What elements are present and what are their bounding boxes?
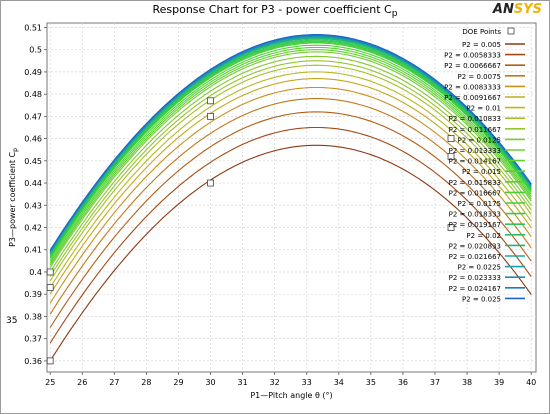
x-tick-label: 38 bbox=[462, 378, 472, 387]
y-axis-label: P3—power coefficient Cp bbox=[8, 148, 19, 247]
x-tick-label: 27 bbox=[109, 378, 119, 387]
y-tick-label: 0.45 bbox=[24, 157, 42, 166]
series-line bbox=[49, 126, 532, 344]
legend-label: P2 = 0.015 bbox=[462, 168, 501, 176]
x-tick-label: 28 bbox=[141, 378, 151, 387]
side-number-label: 35 bbox=[6, 316, 18, 326]
legend-label: P2 = 0.014167 bbox=[449, 158, 501, 166]
legend-label: P2 = 0.018333 bbox=[449, 211, 501, 219]
legend-label: P2 = 0.01 bbox=[466, 105, 501, 113]
y-tick-label: 0.49 bbox=[24, 68, 42, 77]
series-line bbox=[49, 42, 532, 259]
doe-points bbox=[46, 97, 455, 365]
x-tick-label: 31 bbox=[238, 378, 248, 387]
y-tick-label: 0.42 bbox=[24, 224, 42, 233]
y-tick-label: 0.41 bbox=[24, 246, 42, 255]
doe-point bbox=[46, 357, 54, 365]
x-tick-label: 26 bbox=[77, 378, 87, 387]
y-tick-label: 0.51 bbox=[24, 23, 42, 32]
legend-label: P2 = 0.0175 bbox=[458, 200, 501, 208]
y-tick-label: 0.37 bbox=[24, 335, 42, 344]
series-line bbox=[49, 111, 532, 328]
x-tick-label: 37 bbox=[430, 378, 440, 387]
legend-label: P2 = 0.023333 bbox=[449, 274, 501, 282]
series-line bbox=[49, 44, 532, 262]
series-line bbox=[49, 46, 532, 264]
y-tick-label: 0.48 bbox=[24, 90, 42, 99]
y-tick-label: 0.39 bbox=[24, 290, 42, 299]
grid bbox=[46, 22, 537, 373]
x-tick-label: 30 bbox=[205, 378, 215, 387]
legend-label: P2 = 0.013333 bbox=[449, 147, 501, 155]
doe-point bbox=[207, 97, 214, 105]
series-line bbox=[49, 39, 532, 256]
legend-label: P2 = 0.005 bbox=[462, 41, 501, 49]
y-tick-label: 0.47 bbox=[24, 112, 42, 121]
legend-label: P2 = 0.024167 bbox=[449, 285, 501, 293]
y-tick-label: 0.36 bbox=[24, 357, 42, 366]
legend-label: P2 = 0.0058333 bbox=[444, 52, 501, 60]
legend-label: P2 = 0.010833 bbox=[449, 115, 501, 123]
legend-label: P2 = 0.015833 bbox=[449, 179, 501, 187]
series-line bbox=[49, 86, 532, 304]
axes: 25 26 27 28 29 30 31 32 33 34 35 36 37 38 39 40 0.36 0.37… bbox=[8, 23, 536, 400]
y-axis-label-subscript: p bbox=[12, 148, 19, 152]
y-tick-label: 0.5 bbox=[29, 46, 42, 55]
y-tick-label: 0.4 bbox=[29, 268, 42, 277]
doe-point bbox=[46, 284, 54, 291]
series-line bbox=[49, 55, 532, 273]
doe-point bbox=[207, 112, 214, 120]
y-tick-label: 0.46 bbox=[24, 135, 42, 144]
x-tick-label: 25 bbox=[45, 378, 55, 387]
chart-title: Response Chart for P3 - power coefficien… bbox=[152, 3, 398, 20]
chart-title-subscript: p bbox=[391, 8, 398, 20]
legend: DOE Points P2 = 0.005 P2 = 0.0058333 P2 = 0… bbox=[444, 27, 525, 303]
doe-point bbox=[46, 268, 54, 276]
legend-doe-marker bbox=[507, 27, 515, 35]
x-tick-label: 39 bbox=[494, 378, 504, 387]
legend-label: P2 = 0.011667 bbox=[449, 126, 501, 134]
series-line bbox=[49, 40, 532, 257]
x-tick-label: 32 bbox=[270, 378, 280, 387]
legend-label: P2 = 0.016667 bbox=[449, 189, 501, 197]
doe-point bbox=[447, 135, 455, 142]
plot-area bbox=[46, 22, 537, 373]
x-tick-label: 33 bbox=[302, 378, 312, 387]
x-tick-label: 40 bbox=[526, 378, 536, 387]
x-tick-label: 34 bbox=[334, 378, 344, 387]
doe-point bbox=[207, 179, 214, 187]
series-line bbox=[49, 49, 532, 266]
x-axis-label: P1—Pitch angle θ (°) bbox=[250, 391, 332, 400]
x-tick-label: 35 bbox=[366, 378, 376, 387]
series-line bbox=[49, 60, 532, 277]
series-line bbox=[49, 34, 532, 251]
y-tick-label: 0.38 bbox=[24, 312, 42, 321]
legend-label: P2 = 0.0066667 bbox=[444, 62, 501, 70]
legend-label: P2 = 0.02 bbox=[466, 232, 501, 240]
doe-point bbox=[447, 224, 455, 231]
legend-label: P2 = 0.0083333 bbox=[444, 83, 501, 91]
legend-label: P2 = 0.019167 bbox=[449, 221, 501, 229]
legend-label: DOE Points bbox=[462, 28, 501, 36]
series-line bbox=[49, 51, 532, 268]
legend-label: P2 = 0.0225 bbox=[458, 264, 501, 272]
legend-label: P2 = 0.0091667 bbox=[444, 94, 501, 102]
legend-label: P2 = 0.021667 bbox=[449, 253, 501, 261]
x-tick-label: 36 bbox=[398, 378, 408, 387]
legend-label: P2 = 0.025 bbox=[462, 295, 501, 303]
y-tick-label: 0.44 bbox=[24, 179, 42, 188]
legend-label: P2 = 0.020833 bbox=[449, 242, 501, 250]
ansys-logo: ANSYS bbox=[492, 2, 542, 17]
doe-point bbox=[447, 152, 455, 160]
legend-label: P2 = 0.0075 bbox=[458, 73, 501, 81]
series-line bbox=[49, 64, 532, 282]
legend-label: P2 = 0.0125 bbox=[458, 136, 501, 144]
series-line bbox=[49, 41, 532, 258]
y-tick-label: 0.43 bbox=[24, 201, 42, 210]
series-line bbox=[49, 144, 532, 362]
x-tick-label: 29 bbox=[173, 378, 183, 387]
series-line bbox=[49, 71, 532, 288]
